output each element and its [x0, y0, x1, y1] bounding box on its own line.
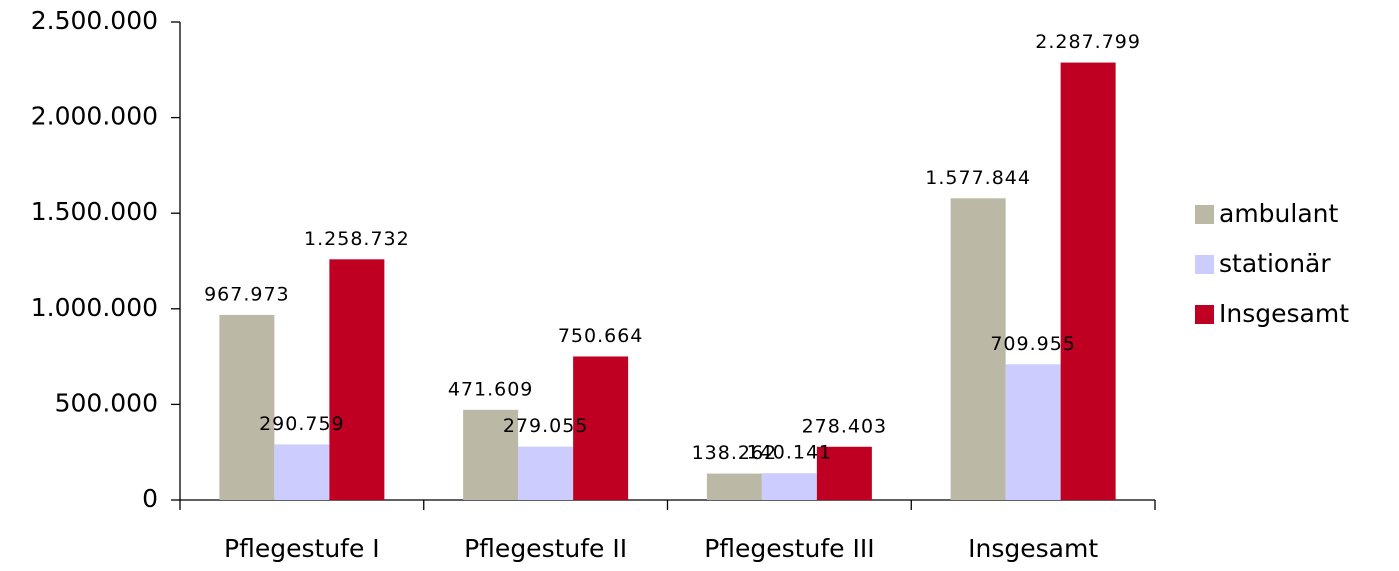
y-tick-label: 2.500.000: [31, 6, 158, 35]
x-tick-label: Pflegestufe III: [704, 534, 874, 563]
bar: [329, 259, 385, 500]
value-label: 2.287.799: [1035, 31, 1141, 53]
y-tick-label: 1.000.000: [31, 293, 158, 322]
y-tick-label: 500.000: [55, 388, 158, 417]
value-label: 290.759: [259, 413, 345, 435]
value-label: 1.577.844: [925, 167, 1031, 189]
legend-label: stationär: [1219, 249, 1331, 278]
bar: [463, 409, 519, 500]
y-tick-label: 0: [142, 484, 158, 513]
y-tick-label: 1.500.000: [31, 197, 158, 226]
legend-label: ambulant: [1219, 199, 1338, 228]
x-tick-label: Pflegestufe I: [224, 534, 380, 563]
value-label: 279.055: [503, 415, 589, 437]
value-label: 278.403: [802, 415, 888, 437]
bar: [1060, 62, 1116, 501]
value-label: 471.609: [448, 378, 534, 400]
value-label: 138.262: [692, 442, 778, 464]
y-tick-label: 2.000.000: [31, 102, 158, 131]
bar: [761, 473, 817, 500]
bar: [950, 198, 1006, 500]
bar: [518, 446, 574, 500]
bar: [274, 444, 330, 500]
bar: [706, 473, 762, 500]
x-tick-label: Pflegestufe II: [464, 534, 627, 563]
legend-label: Insgesamt: [1219, 299, 1349, 328]
bar: [816, 446, 872, 500]
value-label: 1.258.732: [304, 228, 410, 250]
value-label: 140.141: [747, 442, 833, 464]
legend-swatch: [1195, 305, 1214, 324]
value-label: 750.664: [558, 325, 644, 347]
x-tick-label: Insgesamt: [968, 534, 1098, 563]
legend-swatch: [1195, 255, 1214, 274]
bar: [219, 314, 275, 500]
value-label: 709.955: [990, 333, 1076, 355]
legend-swatch: [1195, 205, 1214, 224]
value-label: 967.973: [204, 283, 290, 305]
bar: [1005, 364, 1061, 500]
bar: [573, 356, 629, 500]
